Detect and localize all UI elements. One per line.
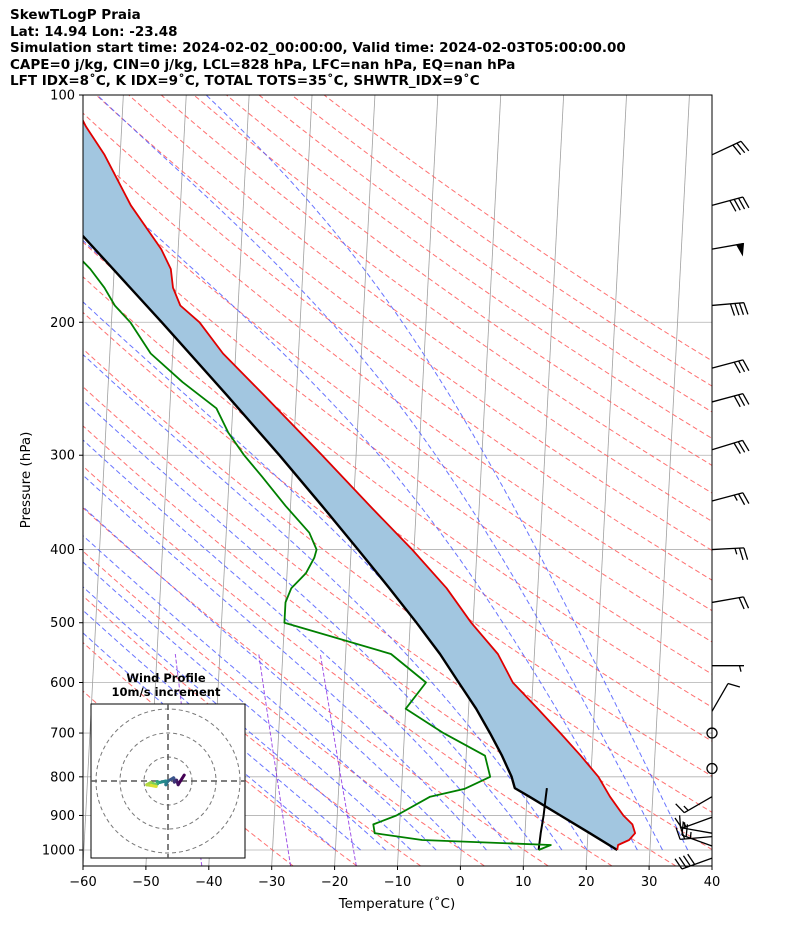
wind-barb (711, 393, 750, 408)
dry-adiabat (83, 311, 712, 777)
dry-adiabat (160, 95, 712, 494)
moist-adiabat (83, 609, 361, 851)
temperature-line (83, 118, 636, 851)
y-tick-label: 700 (50, 727, 75, 742)
isotherm-line (271, 95, 313, 866)
y-tick-label: 800 (50, 770, 75, 785)
isotherm-line (648, 95, 690, 866)
wind-barb (711, 196, 750, 212)
dry-adiabat (83, 507, 549, 866)
moist-adiabat (83, 506, 462, 851)
x-tick-label: 30 (641, 875, 658, 890)
x-tick-label: −30 (258, 875, 285, 890)
x-tick-label: −20 (321, 875, 348, 890)
wind-barb (706, 762, 718, 775)
wind-barb (711, 359, 750, 374)
y-tick-label: 200 (50, 316, 75, 331)
moist-adiabat (83, 534, 437, 851)
y-tick-label: 300 (50, 449, 75, 464)
x-tick-label: 0 (456, 875, 464, 890)
dry-adiabat (83, 641, 358, 866)
wind-barb (674, 853, 713, 870)
hodograph-subtitle: 10m/s increment (112, 685, 221, 699)
x-tick-label: 40 (704, 875, 721, 890)
wind-barb (674, 816, 713, 829)
hodograph-trace (149, 783, 158, 788)
isotherm-line (585, 95, 627, 866)
dry-adiabat (83, 550, 485, 866)
x-tick-label: −40 (195, 875, 222, 890)
wind-barb (711, 492, 750, 506)
moist-adiabat (83, 474, 487, 851)
moist-adiabat (83, 353, 563, 851)
dry-adiabat (83, 143, 712, 612)
moist-adiabat (83, 399, 538, 851)
dry-adiabat (193, 95, 712, 467)
wind-barb (711, 596, 750, 610)
x-tick-label: −50 (132, 875, 159, 890)
location-line: Lat: 14.94 Lon: -23.48 (10, 23, 178, 40)
y-tick-label: 100 (50, 89, 75, 104)
wind-barb (711, 302, 749, 316)
chart-title: SkewTLogP Praia (10, 7, 141, 23)
wind-barb (712, 665, 744, 672)
x-tick-label: 20 (578, 875, 595, 890)
isotherm-line (460, 95, 502, 866)
wind-barb (675, 796, 713, 814)
indices-line: CAPE=0 j/kg, CIN=0 j/kg, LCL=828 hPa, LF… (10, 56, 516, 73)
dry-adiabat (83, 175, 712, 643)
x-axis-label: Temperature (˚C) (338, 895, 456, 912)
y-tick-label: 1000 (42, 844, 75, 859)
moist-adiabat (83, 561, 412, 851)
moist-adiabat (83, 586, 387, 851)
chart-header: SkewTLogP Praia Lat: 14.94 Lon: -23.48 S… (10, 7, 626, 90)
wind-barb (675, 827, 713, 841)
wind-barb (711, 682, 741, 712)
indices-line-2: LFT IDX=8˚C, K IDX=9˚C, TOTAL TOTS=35˚C,… (10, 73, 480, 89)
mixing-ratio-line (258, 653, 292, 866)
wind-barb (711, 439, 750, 454)
x-tick-label: −10 (384, 875, 411, 890)
dry-adiabat (83, 465, 613, 866)
x-tick-label: 10 (515, 875, 532, 890)
wind-barb (706, 727, 718, 739)
hodograph-title: Wind Profile (126, 671, 206, 685)
moist-adiabat (205, 95, 689, 851)
parcel-profile-line (83, 234, 618, 852)
y-tick-label: 900 (50, 809, 75, 824)
dry-adiabat (128, 95, 712, 522)
moist-adiabat (83, 167, 638, 851)
wind-barb (711, 140, 750, 156)
wind-barb (711, 547, 749, 561)
hodograph-plot (91, 704, 245, 858)
y-axis-label: Pressure (hPa) (18, 432, 34, 529)
dry-adiabat (83, 386, 712, 851)
dry-adiabat (95, 95, 712, 552)
wind-barb (711, 242, 745, 257)
moist-adiabat (83, 632, 336, 851)
lcl-dewpoint-path-line (537, 787, 548, 851)
dry-adiabat (83, 207, 712, 675)
y-tick-label: 600 (50, 676, 75, 691)
y-tick-label: 500 (50, 616, 75, 631)
moist-adiabat (96, 95, 663, 851)
isotherm-line (334, 95, 376, 866)
dry-adiabat (226, 95, 712, 439)
cin-shade-region (83, 120, 636, 850)
isotherm-line (711, 858, 712, 866)
dewpoint-line (83, 260, 552, 851)
time-line: Simulation start time: 2024-02-02_00:00:… (10, 40, 626, 56)
y-tick-label: 400 (50, 543, 75, 558)
mixing-ratio-line (319, 653, 357, 866)
x-tick-label: −60 (69, 875, 96, 890)
